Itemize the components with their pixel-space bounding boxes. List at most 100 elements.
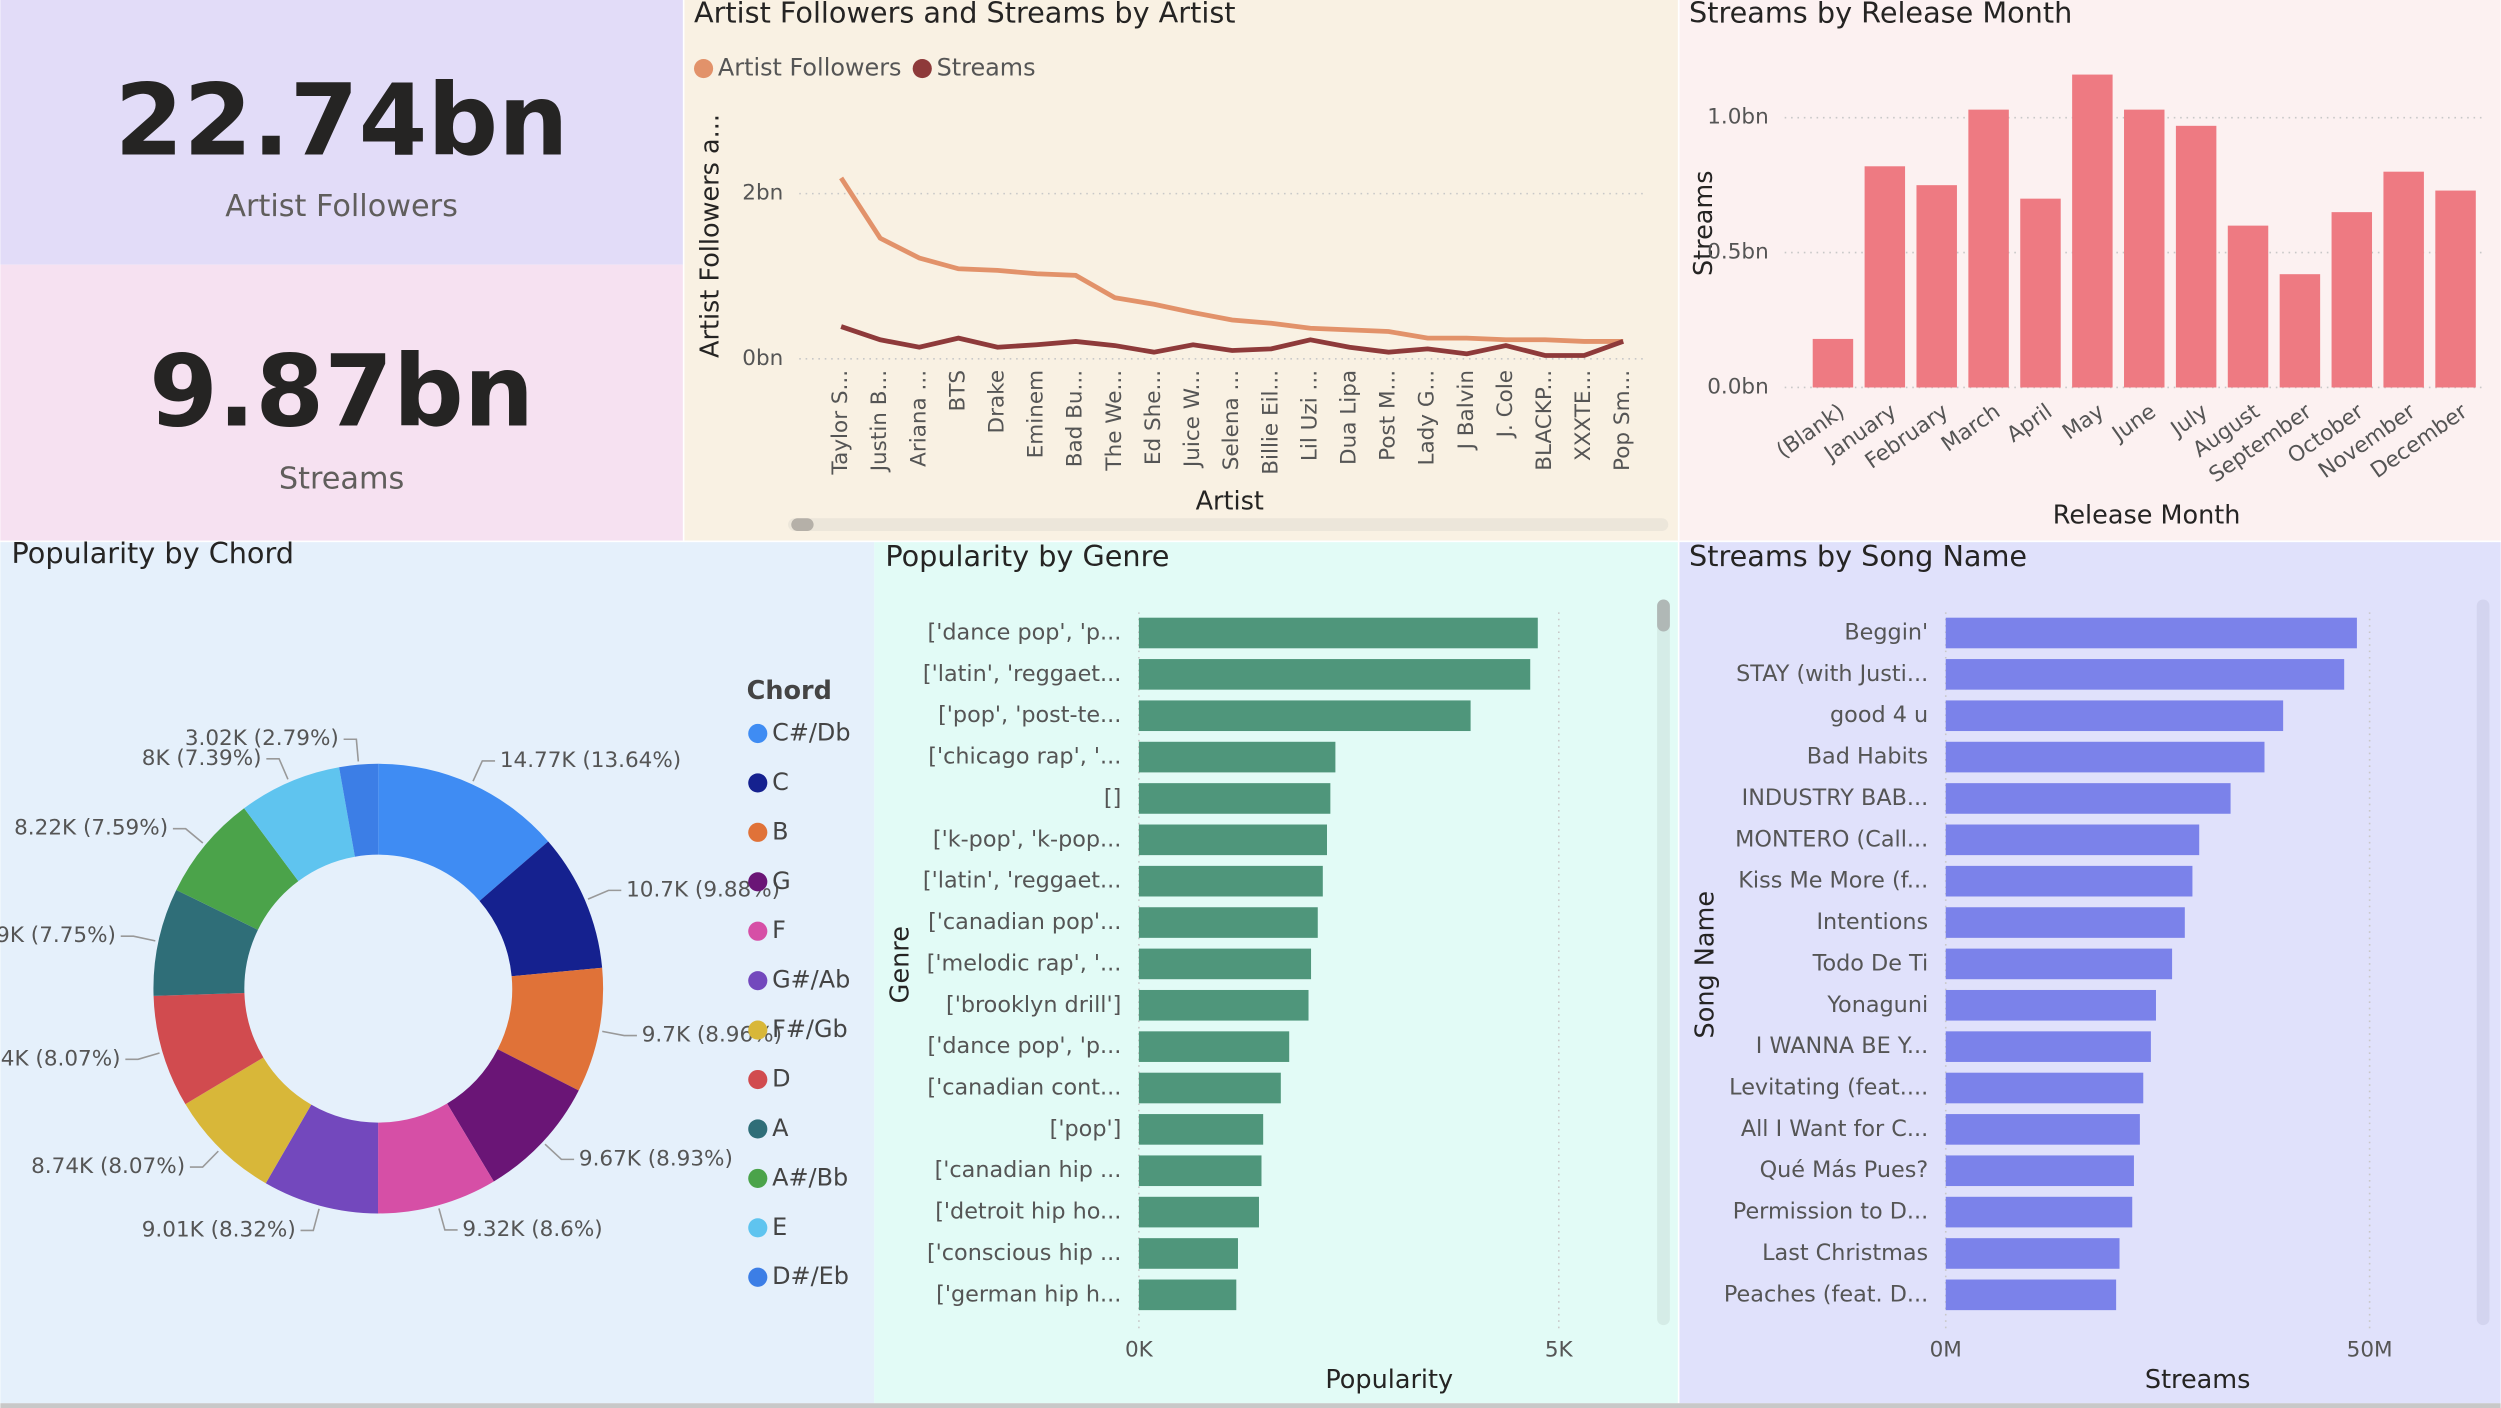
bar	[1138, 659, 1531, 690]
y-tick-label: ['k-pop', 'k-pop...	[933, 826, 1121, 852]
x-tick-label: Billie Eil...	[1258, 370, 1283, 475]
bar	[1945, 741, 2265, 773]
legend-marker	[748, 723, 768, 744]
bar	[1812, 338, 1854, 388]
y-tick-label: STAY (with Justi...	[1736, 661, 1928, 687]
legend-label: E	[772, 1213, 787, 1241]
leader-line	[587, 889, 622, 900]
y-tick-label: Beggin'	[1844, 619, 1928, 645]
kpi-value: 9.87bn	[149, 335, 534, 450]
legend-label: Artist Followers	[718, 54, 902, 82]
y-tick-label: Qué Más Pues?	[1760, 1157, 1929, 1183]
bar	[1138, 948, 1312, 980]
legend-marker	[748, 1168, 768, 1188]
legend-marker	[748, 971, 768, 991]
bottom-edge	[0, 1403, 2501, 1408]
x-tick-label: J Balvin	[1454, 370, 1479, 451]
legend-marker	[748, 822, 768, 842]
panel-background	[684, 0, 1678, 541]
bar	[1945, 1155, 2134, 1187]
leader-line	[120, 935, 156, 942]
legend-marker	[748, 773, 768, 793]
bar	[1138, 1155, 1262, 1187]
chart-title: Popularity by Chord	[12, 536, 294, 570]
y-tick-label: 0bn	[742, 346, 783, 371]
legend-marker	[748, 872, 768, 892]
data-label: 8.39K (7.75%)	[0, 923, 116, 948]
x-tick-label: Taylor S...	[828, 370, 853, 476]
bar	[2383, 171, 2424, 388]
donut-slice	[378, 763, 549, 901]
x-tick-label: Justin B...	[867, 370, 892, 473]
leader-line	[172, 827, 204, 844]
data-label: 9.01K (8.32%)	[142, 1217, 296, 1242]
donut-slice	[447, 1049, 579, 1182]
scrollbar-thumb[interactable]	[1657, 599, 1670, 632]
bar	[1138, 741, 1336, 773]
y-axis-title: Song Name	[1691, 891, 1721, 1038]
leader-line	[125, 1052, 160, 1061]
legend-label: Streams	[937, 54, 1036, 82]
y-tick-label: ['chicago rap', '...	[928, 744, 1121, 770]
y-tick-label: ['detroit hip ho...	[935, 1199, 1121, 1225]
x-tick-label: XXXTE...	[1571, 370, 1596, 461]
leader-line	[472, 760, 496, 782]
bar	[2435, 190, 2476, 388]
bar	[1138, 865, 1323, 897]
legend-title: Chord	[747, 676, 832, 706]
chart-title: Artist Followers and Streams by Artist	[694, 0, 1236, 29]
y-tick-label: Todo De Ti	[1812, 950, 1929, 976]
bar	[2175, 125, 2217, 388]
scrollbar[interactable]	[788, 518, 1669, 531]
y-tick-label: ['pop', 'post-te...	[938, 702, 1121, 728]
bar	[2072, 74, 2113, 388]
legend-label: C	[772, 768, 789, 796]
series-line	[840, 324, 1625, 358]
donut-slice	[479, 841, 603, 977]
bar	[1138, 824, 1327, 856]
x-tick-label: 5K	[1545, 1338, 1574, 1363]
bar	[1138, 700, 1471, 732]
legend-label: A#/Bb	[772, 1163, 848, 1191]
legend-marker	[748, 1020, 768, 1040]
x-tick-label: The We...	[1102, 370, 1127, 472]
bar	[1945, 1279, 2117, 1311]
leader-line	[343, 738, 360, 762]
chart-title: Streams by Release Month	[1689, 0, 2072, 29]
x-tick-label: 50M	[2347, 1338, 2393, 1363]
y-tick-label: ['conscious hip ...	[927, 1240, 1121, 1266]
y-tick-label: ['latin', 'reggaet...	[923, 661, 1121, 687]
bar	[1138, 1196, 1259, 1228]
bar	[1138, 1279, 1237, 1311]
bar	[1968, 109, 2009, 388]
y-tick-label: Last Christmas	[1762, 1240, 1928, 1266]
bar	[2227, 225, 2269, 388]
x-tick-label: Dua Lipa	[1336, 370, 1361, 465]
legend-marker	[693, 58, 714, 79]
scrollbar[interactable]	[2476, 599, 2490, 1326]
card-background	[0, 264, 683, 541]
donut-slice	[265, 1104, 379, 1214]
y-tick-label: Permission to D...	[1733, 1199, 1928, 1225]
y-tick-label: 0.5bn	[1707, 240, 1769, 265]
x-tick-label: Juice W...	[1180, 370, 1205, 469]
bar	[1138, 907, 1318, 938]
y-tick-label: Kiss Me More (f...	[1738, 868, 1928, 894]
x-axis-title: Artist	[1196, 486, 1264, 516]
scrollbar-thumb[interactable]	[791, 518, 814, 531]
bar	[1945, 1238, 2120, 1269]
donut-slice	[244, 767, 355, 882]
scrollbar[interactable]	[1657, 599, 1670, 1326]
legend-label: D#/Eb	[772, 1262, 849, 1290]
y-tick-label: ['dance pop', 'p...	[928, 619, 1122, 645]
bar	[2279, 274, 2321, 388]
bar	[1945, 700, 2284, 732]
y-tick-label: ['pop']	[1050, 1116, 1122, 1142]
leader-line	[438, 1208, 458, 1231]
legend-marker	[748, 921, 768, 941]
y-tick-label: ['german hip h...	[936, 1281, 1121, 1307]
y-tick-label: Bad Habits	[1807, 744, 1928, 770]
y-tick-label: ['canadian pop'...	[928, 909, 1121, 935]
chart-title: Popularity by Genre	[885, 539, 1169, 573]
